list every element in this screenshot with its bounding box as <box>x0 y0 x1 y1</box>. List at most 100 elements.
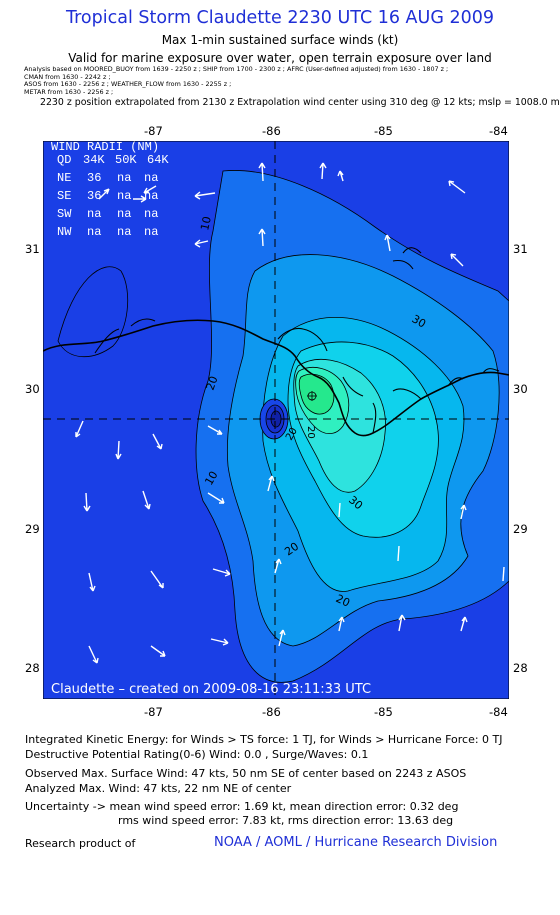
analyzed-max-wind: Analyzed Max. Wind: 47 kts, 22 nm NE of … <box>25 782 292 795</box>
wind-arrow <box>278 629 286 647</box>
wind-radii-header: 50K <box>115 153 137 167</box>
observed-max-wind: Observed Max. Surface Wind: 47 kts, 50 n… <box>25 767 467 780</box>
lon-tick-bottom: -86 <box>262 705 281 719</box>
research-label: Research product of <box>25 837 136 850</box>
lon-tick-bottom: -84 <box>489 705 508 719</box>
wind-field-map: 10 20 30 20 20 10 20 30 20 <box>43 141 509 699</box>
lon-tick-bottom: -87 <box>144 705 163 719</box>
wind-arrow <box>98 188 110 200</box>
analysis-line-3: ASOS from 1630 - 2256 z ; WEATHER_FLOW f… <box>24 80 232 88</box>
wind-arrow <box>207 425 223 435</box>
analysis-line-4: METAR from 1630 - 2256 z ; <box>24 87 114 96</box>
wind-arrow <box>212 568 231 577</box>
wind-arrow <box>210 638 229 646</box>
lon-tick-top: -85 <box>374 124 393 138</box>
map-subtitle-winds: Max 1-min sustained surface winds (kt) <box>161 33 399 47</box>
wind-radii-header: 64K <box>147 153 169 167</box>
wind-radii-value: na <box>117 171 131 185</box>
wind-radii-quadrant: NE <box>57 171 71 185</box>
wind-radii-value: na <box>87 207 101 221</box>
wind-arrow <box>207 492 225 504</box>
contour-label-10b: 10 <box>202 469 220 488</box>
uncertainty-line-1: Uncertainty -> mean wind speed error: 1.… <box>25 800 459 813</box>
analysis-line-2: CMAN from 1630 - 2242 z ; <box>24 72 111 81</box>
position-note: 2230 z position extrapolated from 2130 z… <box>40 97 560 108</box>
wind-radii-value: na <box>117 207 131 221</box>
wind-arrow <box>267 475 275 492</box>
dpr-line: Destructive Potential Rating(0-6) Wind: … <box>25 748 369 761</box>
wind-radii-value: na <box>144 189 158 203</box>
contour-label-20e: 20 <box>334 592 352 610</box>
wind-radii-header: QD <box>57 153 71 167</box>
organization-link[interactable]: NOAA / AOML / Hurricane Research Divisio… <box>214 835 498 850</box>
map-title: Tropical Storm Claudette 2230 UTC 16 AUG… <box>66 8 494 28</box>
wind-radii-value: 36 <box>87 171 101 185</box>
wind-arrow <box>319 162 327 180</box>
wind-radii-value: na <box>144 225 158 239</box>
coastline <box>43 319 509 437</box>
wind-radii-value: na <box>117 189 131 203</box>
coastline-inland <box>277 247 500 434</box>
wind-vectors <box>75 162 505 664</box>
wind-arrow <box>337 170 344 182</box>
lat-tick-left: 28 <box>25 661 40 675</box>
contour-label-20c: 20 <box>305 426 316 439</box>
wind-radii-quadrant: SE <box>57 189 71 203</box>
wind-arrow <box>397 545 400 562</box>
wind-arrow <box>398 614 406 632</box>
wind-radii-value: na <box>144 171 158 185</box>
lat-tick-right: 30 <box>513 382 528 396</box>
wind-arrow <box>258 162 266 182</box>
wind-arrow <box>460 616 468 632</box>
wind-arrow <box>194 191 216 200</box>
wind-arrow <box>338 616 345 632</box>
wind-radii-value: 36 <box>87 189 101 203</box>
contour-label-10: 10 <box>198 215 214 231</box>
lat-tick-right: 28 <box>513 661 528 675</box>
wind-radii-value: na <box>87 225 101 239</box>
wind-arrow <box>274 558 282 574</box>
wind-radii-header: 34K <box>83 153 105 167</box>
wind-arrow <box>142 490 151 510</box>
lat-tick-left: 31 <box>25 242 40 256</box>
wind-arrow <box>88 572 96 592</box>
lon-tick-top: -87 <box>144 124 163 138</box>
wind-radii-quadrant: SW <box>57 207 72 221</box>
wind-arrow <box>502 566 505 582</box>
lat-tick-left: 29 <box>25 522 40 536</box>
wind-arrow <box>115 440 122 460</box>
wind-arrow <box>258 228 266 247</box>
analysis-line-1: Analysis based on MOORED_BUOY from 1639 … <box>24 65 449 73</box>
wind-arrow <box>194 239 209 248</box>
wind-arrow <box>83 492 91 512</box>
contour-label-20: 20 <box>204 374 221 392</box>
wind-arrow <box>338 502 341 518</box>
bay-outline <box>94 318 156 354</box>
lat-tick-left: 30 <box>25 382 40 396</box>
wind-arrow <box>88 645 99 664</box>
wind-radii-title: WIND RADII (NM) <box>51 141 159 154</box>
wind-arrow <box>75 420 84 438</box>
uncertainty-line-2: rms wind speed error: 7.83 kt, rms direc… <box>118 814 454 827</box>
wind-radii-value: na <box>117 225 131 239</box>
lon-tick-top: -84 <box>489 124 508 138</box>
wind-arrow <box>133 195 147 203</box>
wind-arrow <box>143 185 157 194</box>
wind-arrow <box>150 570 164 589</box>
ike-line: Integrated Kinetic Energy: for Winds > T… <box>25 733 503 746</box>
map-credit: Claudette – created on 2009-08-16 23:11:… <box>51 682 371 697</box>
wind-radii-value: na <box>144 207 158 221</box>
wind-arrow <box>448 180 466 194</box>
contour-label-30: 30 <box>410 312 429 330</box>
wind-radii-quadrant: NW <box>57 225 72 239</box>
lon-tick-top: -86 <box>262 124 281 138</box>
map-subtitle-exposure: Valid for marine exposure over water, op… <box>68 51 492 65</box>
wind-arrow <box>150 645 166 657</box>
wind-arrow <box>450 253 464 267</box>
wind-arrow <box>384 234 391 252</box>
lat-tick-right: 31 <box>513 242 528 256</box>
wind-arrow <box>152 433 163 450</box>
wind-band-40 <box>298 373 335 415</box>
wind-arrow <box>460 504 467 520</box>
lon-tick-bottom: -85 <box>374 705 393 719</box>
